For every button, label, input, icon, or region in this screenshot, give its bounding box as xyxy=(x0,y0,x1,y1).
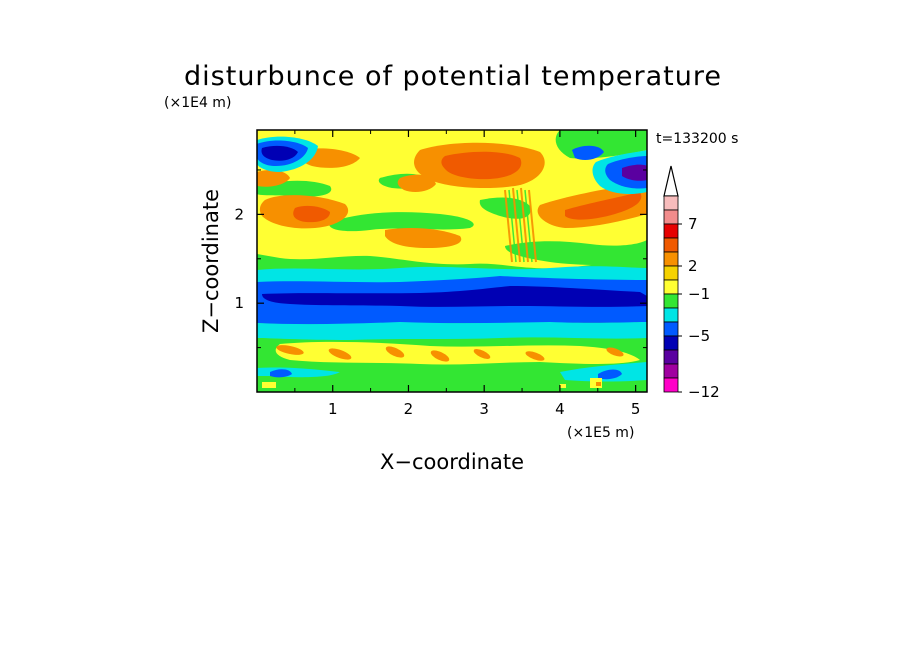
contour-field xyxy=(257,130,647,392)
x-tick-label: 5 xyxy=(631,400,641,418)
ground-noise xyxy=(262,378,602,388)
y-scale-label: (×1E4 m) xyxy=(164,95,231,111)
colorbar-level xyxy=(663,335,679,351)
colorbar-level xyxy=(663,349,679,365)
cold-core xyxy=(572,145,604,160)
green-streak xyxy=(329,212,474,232)
cyan-band-lower xyxy=(257,322,647,340)
green-streak xyxy=(505,240,647,265)
chart-title: disturbunce of potential temperature xyxy=(184,61,722,92)
colorbar-tick-label: 7 xyxy=(688,215,698,233)
colorbar-extend-arrow xyxy=(663,165,679,197)
colorbar-level xyxy=(663,223,679,239)
colorbar-level xyxy=(663,377,679,393)
lower-warm-cells xyxy=(276,345,624,362)
warm-core xyxy=(441,151,522,180)
colorbar-level xyxy=(663,307,679,323)
y-axis-label: Z−coordinate xyxy=(199,189,223,333)
warm-core xyxy=(397,174,436,192)
colorbar-level xyxy=(663,237,679,253)
warm-core xyxy=(385,228,462,248)
colorbar-level xyxy=(663,209,679,225)
y-tick-label: 1 xyxy=(234,294,244,312)
lower-blue-patch xyxy=(598,369,622,380)
colorbar-level xyxy=(663,251,679,267)
x-scale-label: (×1E5 m) xyxy=(567,425,634,441)
colorbar-level xyxy=(663,363,679,379)
colorbar-tick-label: −1 xyxy=(688,285,710,303)
colorbar-level xyxy=(663,293,679,309)
x-axis: 1 2 3 4 5 xyxy=(294,130,641,418)
x-tick-label: 3 xyxy=(479,400,489,418)
upper-warm-band xyxy=(257,130,647,269)
colorbar: 7 2 −1 −5 −12 xyxy=(663,165,720,401)
lower-warm-band xyxy=(275,341,640,365)
colorbar-level xyxy=(663,265,679,281)
warm-core xyxy=(565,192,642,220)
lower-blue-patch xyxy=(270,369,292,378)
x-tick-label: 2 xyxy=(404,400,414,418)
cold-core xyxy=(622,164,647,181)
y-axis: 12 xyxy=(234,169,647,349)
x-axis-label: X−coordinate xyxy=(380,450,524,474)
colorbar-tick-label: −12 xyxy=(688,383,720,401)
warm-core xyxy=(257,170,290,187)
plot-frame xyxy=(256,129,648,393)
colorbar-tick-label: 2 xyxy=(688,257,698,275)
colorbar-level xyxy=(663,321,679,337)
colorbar-level xyxy=(663,195,679,211)
wave-streaks xyxy=(504,187,537,263)
colorbar-level xyxy=(663,279,679,295)
cold-core xyxy=(261,145,298,161)
y-tick-label: 2 xyxy=(234,205,244,223)
x-tick-label: 1 xyxy=(328,400,338,418)
x-tick-label: 4 xyxy=(555,400,565,418)
time-label: t=133200 s xyxy=(656,131,738,147)
wave-streaks-green xyxy=(508,189,533,263)
dark-blue-band xyxy=(262,286,647,307)
colorbar-tick-label: −5 xyxy=(688,327,710,345)
warm-core xyxy=(293,205,330,223)
